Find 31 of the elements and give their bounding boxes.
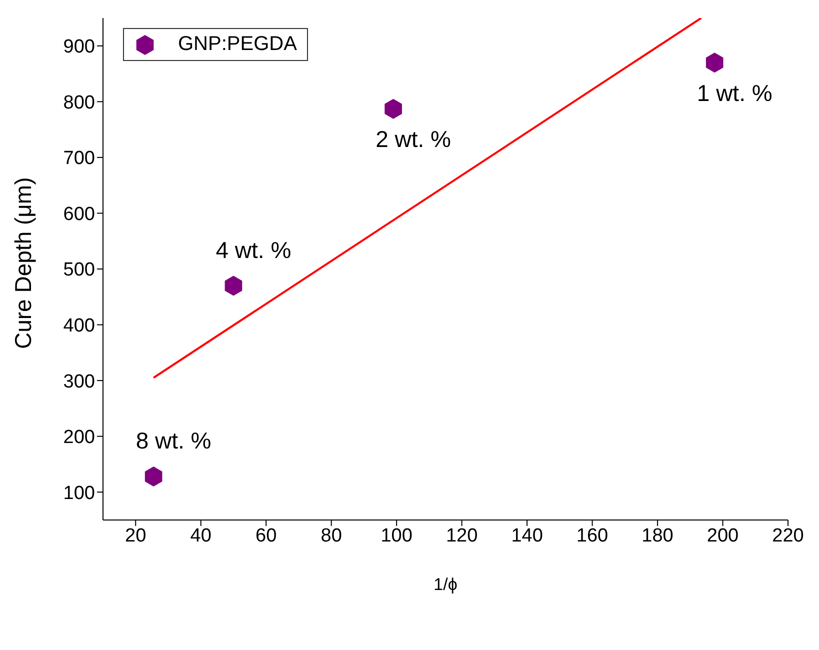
x-tick-label: 220 (772, 525, 804, 546)
y-tick-label: 400 (63, 316, 95, 337)
y-tick-label: 500 (63, 260, 95, 281)
point (384, 98, 402, 119)
annotation: 8 wt. % (136, 428, 212, 454)
y-tick-label: 800 (63, 92, 95, 114)
y-tick-label: 100 (63, 482, 95, 504)
x-tick-label: 120 (446, 525, 478, 546)
x-tick-label: 40 (190, 525, 212, 546)
annotation: 4 wt. % (216, 236, 292, 263)
x-tick-label: 100 (380, 525, 412, 546)
legend-label: GNP:PEGDA (178, 33, 297, 56)
x-tick-label: 80 (320, 525, 342, 546)
y-tick-label: 200 (63, 427, 95, 448)
point (706, 52, 724, 73)
annotation: 1 wt. % (696, 80, 772, 106)
y-axis-title: Cure Depth (μm) (10, 177, 36, 349)
x-tick-label: 160 (576, 525, 608, 546)
y-tick-label: 600 (63, 204, 95, 225)
x-tick-label: 140 (511, 525, 543, 546)
y-tick-label: 300 (63, 371, 95, 392)
y-tick-label: 700 (63, 148, 95, 170)
x-tick-label: 60 (256, 525, 277, 546)
x-axis-title: 1/ϕ (434, 575, 458, 594)
point (144, 466, 162, 486)
x-tick-label: 180 (642, 525, 674, 546)
annotation: 2 wt. % (376, 126, 452, 152)
point (224, 276, 242, 296)
x-tick-label: 20 (125, 525, 146, 546)
y-tick-label: 900 (63, 36, 95, 58)
x-tick-label: 200 (706, 525, 739, 546)
